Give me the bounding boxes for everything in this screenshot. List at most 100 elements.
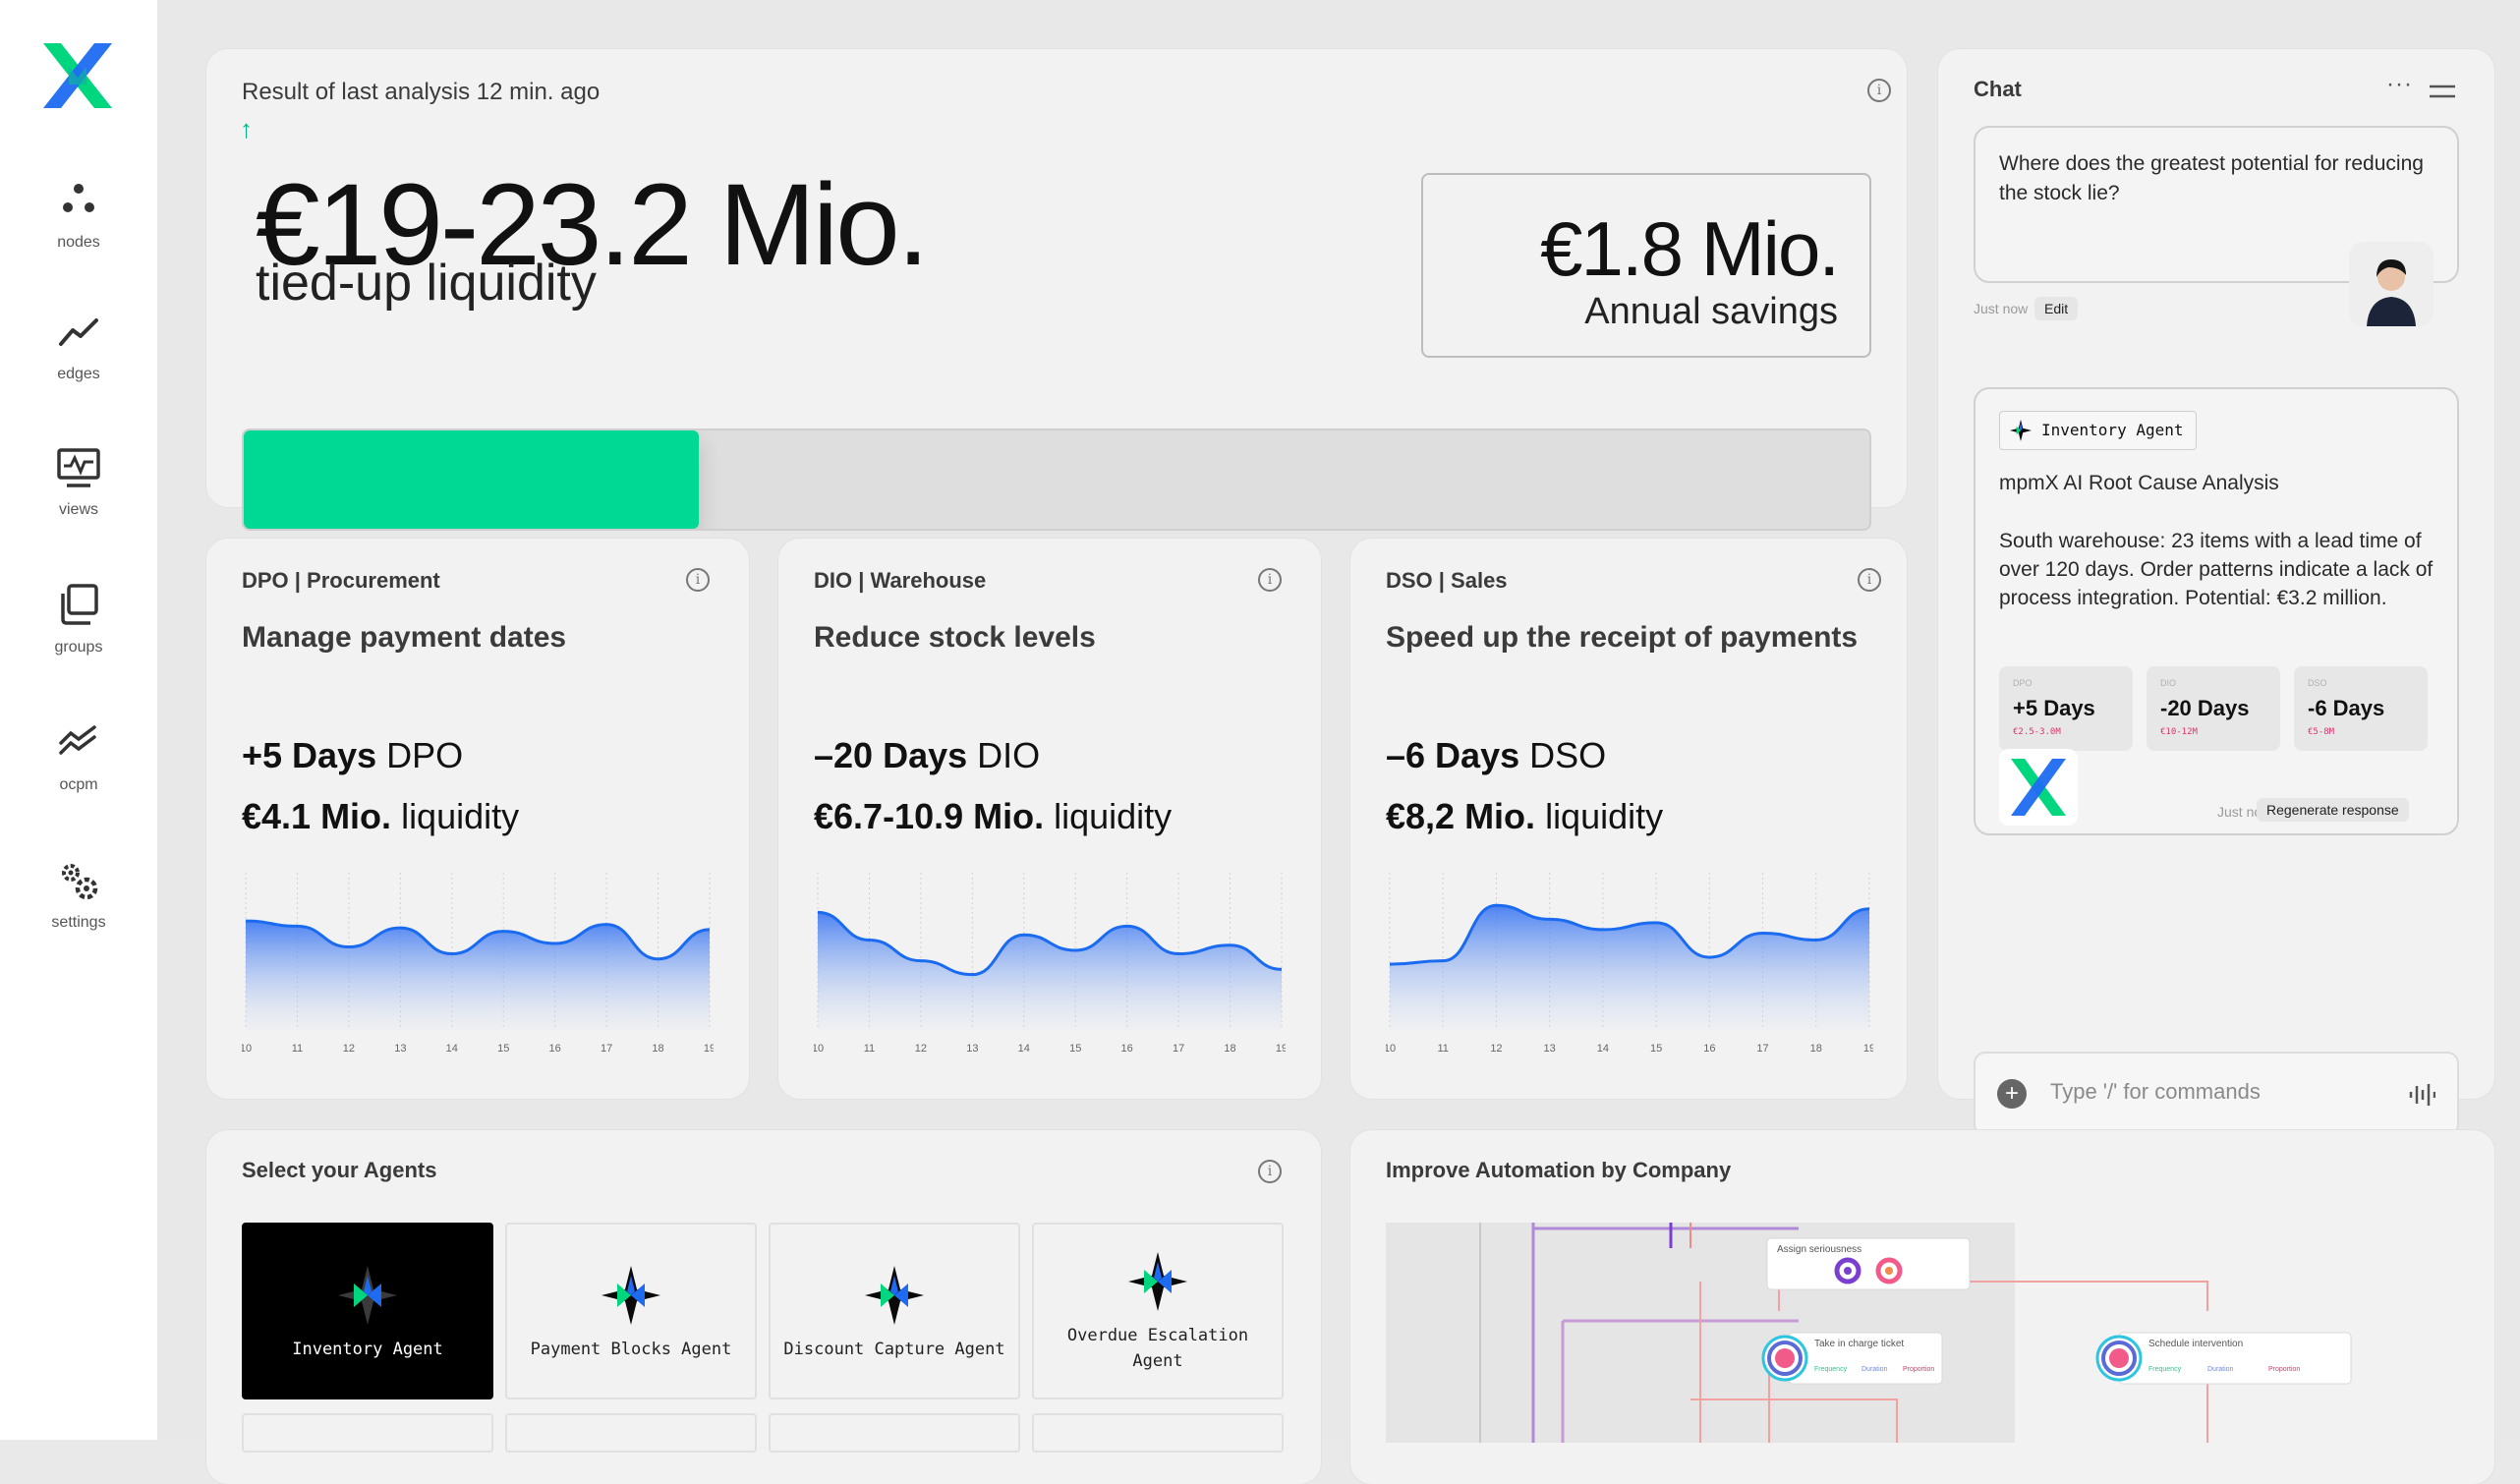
kpi-card-dio[interactable]: DIO | Warehouse i Reduce stock levels –2… [778, 539, 1321, 1099]
kpi-liquidity-value: €8,2 Mio. [1386, 796, 1536, 836]
x-tick-label: 19 [1863, 1043, 1873, 1055]
metric-label: Frequency [2148, 1366, 2182, 1373]
kpi-days-unit: DSO [1519, 735, 1607, 775]
area-fill [1390, 905, 1869, 1030]
mini-kpi-value: +5 Days [2013, 696, 2095, 720]
gears-icon [62, 864, 98, 900]
sidebar-item-groups[interactable]: groups [0, 582, 157, 656]
agent-tile-empty[interactable] [1032, 1413, 1284, 1453]
agent-tile-empty[interactable] [242, 1413, 493, 1453]
x-tick-label: 15 [1650, 1043, 1662, 1055]
process-node-label: Take in charge ticket [1814, 1339, 1904, 1349]
trend-icon [59, 318, 98, 346]
nodes-icon [63, 184, 94, 212]
kpi-card-dpo[interactable]: DPO | Procurement i Manage payment dates… [206, 539, 749, 1099]
x-tick-label: 14 [1018, 1043, 1030, 1055]
x-tick-label: 13 [1544, 1043, 1556, 1055]
agent-tag: Inventory Agent [1999, 411, 2197, 450]
x-tick-label: 16 [549, 1043, 561, 1055]
menu-icon[interactable] [2430, 85, 2455, 98]
x-tick-label: 16 [1121, 1043, 1133, 1055]
x-tick-label: 16 [1703, 1043, 1715, 1055]
kpi-days-value: –20 Days [814, 735, 968, 775]
info-icon[interactable]: i [1258, 568, 1282, 592]
kpi-days-unit: DPO [376, 735, 464, 775]
sidebar-item-label: groups [54, 639, 103, 656]
x-tick-label: 15 [497, 1043, 509, 1055]
mini-kpi-value: -20 Days [2160, 696, 2250, 720]
agent-tile-payment-blocks[interactable]: Payment Blocks Agent [505, 1223, 757, 1399]
agent-tag-label: Inventory Agent [2041, 421, 2184, 439]
agent-name: Overdue Escalation Agent [1066, 1326, 1249, 1371]
metric-label: Proportion [1903, 1366, 1934, 1373]
metric-label: Duration [1861, 1366, 1888, 1373]
kpi-liquidity: €6.7-10.9 Mio. liquidity [814, 796, 1172, 837]
agent-star-icon [338, 1266, 397, 1325]
kpi-days-value: –6 Days [1386, 735, 1520, 775]
agent-tile-empty[interactable] [769, 1413, 1020, 1453]
voice-icon[interactable] [2408, 1081, 2435, 1109]
series-line [1389, 903, 1870, 966]
agent-tile-overdue-escalation[interactable]: Overdue Escalation Agent [1032, 1223, 1284, 1399]
agent-star-icon [601, 1266, 660, 1325]
liquidity-progress-bar [242, 428, 1871, 531]
annual-savings-box: €1.8 Mio. Annual savings [1421, 173, 1871, 358]
agent-tile-inventory[interactable]: Inventory Agent [242, 1223, 493, 1399]
series-line [817, 910, 1283, 977]
process-graph[interactable]: Assign seriousness Take in charge ticket… [1386, 1223, 2015, 1443]
x-tick-label: 14 [446, 1043, 458, 1055]
progress-fill [244, 430, 700, 529]
mini-kpi-range: €5-8M [2308, 727, 2335, 737]
automation-title: Improve Automation by Company [1386, 1158, 1732, 1182]
sidebar-item-label: nodes [57, 234, 100, 251]
sidebar-item-label: settings [51, 914, 106, 931]
x-tick-label: 11 [864, 1043, 875, 1055]
kpi-liquidity-value: €4.1 Mio. [242, 796, 392, 836]
automation-card: Improve Automation by Company Assign ser… [1350, 1130, 2494, 1484]
agent-name: Discount Capture Agent [783, 1340, 1005, 1359]
sidebar-item-nodes[interactable]: nodes [0, 177, 157, 252]
agent-name: Payment Blocks Agent [530, 1340, 732, 1359]
agent-tile-discount-capture[interactable]: Discount Capture Agent [769, 1223, 1020, 1399]
kpi-card-dso[interactable]: DSO | Sales i Speed up the receipt of pa… [1350, 539, 1907, 1099]
kpi-days: –20 Days DIO [814, 735, 1040, 776]
info-icon[interactable]: i [1258, 1160, 1282, 1183]
sidebar-item-label: ocpm [59, 776, 98, 793]
mini-kpi-label: DPO [2013, 678, 2033, 688]
kpi-liquidity-value: €6.7-10.9 Mio. [814, 796, 1045, 836]
sidebar-item-settings[interactable]: settings [0, 857, 157, 932]
edit-button[interactable]: Edit [2034, 297, 2079, 320]
sidebar-item-ocpm[interactable]: ocpm [0, 719, 157, 794]
x-tick-label: 18 [1810, 1043, 1822, 1055]
x-tick-label: 12 [343, 1043, 355, 1055]
x-tick-label: 17 [601, 1043, 612, 1055]
agents-card: Select your Agents i Inventory Agent Pay… [206, 1130, 1321, 1484]
sidebar-item-views[interactable]: views [0, 444, 157, 519]
more-icon[interactable]: ··· [2386, 71, 2413, 97]
chat-input-placeholder: Type '/' for commands [2050, 1079, 2261, 1104]
kpi-days-unit: DIO [967, 735, 1041, 775]
add-icon[interactable]: + [1997, 1079, 2027, 1109]
mpmx-logo[interactable] [43, 43, 112, 108]
process-graph-extension: Schedule intervention Frequency Duration… [2015, 1223, 2467, 1443]
x-tick-label: 11 [292, 1043, 303, 1055]
kpi-title: Speed up the receipt of payments [1386, 621, 1859, 654]
agent-tile-empty[interactable] [505, 1413, 757, 1453]
chat-input[interactable]: + Type '/' for commands [1974, 1052, 2459, 1136]
layers-icon [61, 584, 98, 625]
info-icon[interactable]: i [1858, 568, 1881, 592]
x-tick-label: 19 [704, 1043, 714, 1055]
message-timestamp: Just now [1974, 301, 2029, 316]
mini-kpi-card[interactable]: DSO -6 Days €5-8M [2294, 666, 2428, 751]
sidebar-item-edges[interactable]: edges [0, 309, 157, 383]
x-tick-label: 13 [966, 1043, 978, 1055]
sidebar-item-label: views [58, 501, 98, 518]
regenerate-button[interactable]: Regenerate response [2257, 798, 2409, 822]
response-title: mpmX AI Root Cause Analysis [1999, 472, 2279, 494]
mini-kpi-card[interactable]: DPO +5 Days €2.5-3.0M [1999, 666, 2133, 751]
mini-kpi-card[interactable]: DIO -20 Days €10-12M [2147, 666, 2280, 751]
response-text: South warehouse: 23 items with a lead ti… [1999, 530, 2434, 609]
agent-star-icon [1128, 1252, 1187, 1311]
info-icon[interactable]: i [686, 568, 710, 592]
info-icon[interactable]: i [1867, 79, 1891, 102]
